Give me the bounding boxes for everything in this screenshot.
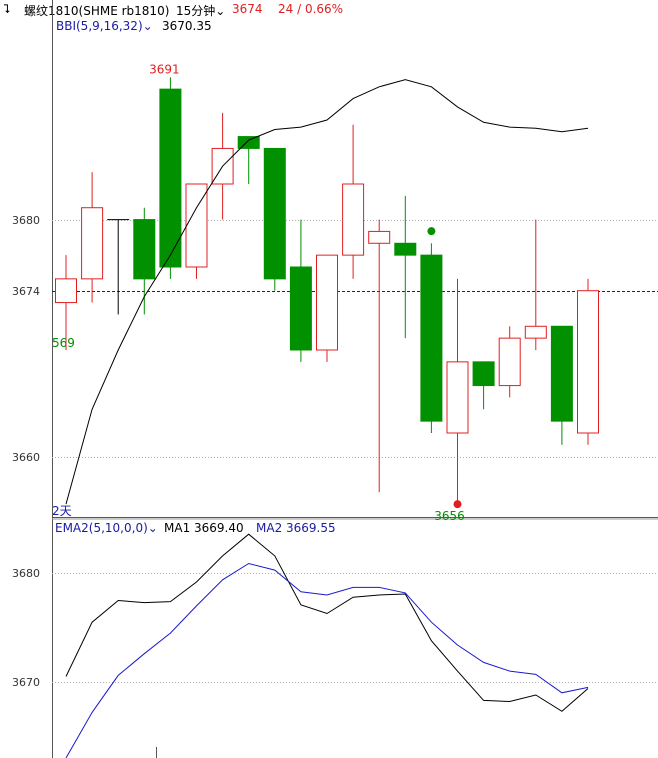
candle-body	[498, 337, 521, 387]
candle-body	[81, 207, 104, 280]
signal-dot	[427, 227, 436, 236]
candle-body	[133, 219, 156, 280]
candle	[159, 77, 182, 279]
candle-body	[524, 325, 547, 339]
period-label: 15分钟	[176, 4, 216, 18]
header-bar: ⮧ 螺纹1810(SHME rb1810) 15分钟⌄ 3674 24 / 0.…	[0, 0, 658, 18]
chart-link-icon[interactable]: ⮧	[3, 2, 11, 16]
candle	[577, 278, 599, 445]
candle	[524, 219, 547, 350]
candle-body	[342, 183, 365, 256]
candle	[342, 124, 365, 279]
chevron-down-icon: ⌄	[147, 521, 158, 535]
candle	[316, 254, 338, 362]
last-price: 3674	[232, 2, 263, 16]
low-marker-label: 3656	[434, 509, 465, 523]
bbi-series	[65, 79, 589, 505]
y-tick-label: 3680	[12, 566, 40, 580]
candle-body	[368, 230, 391, 244]
candle-body	[577, 290, 599, 434]
candle-body	[420, 254, 443, 422]
price-change: 24 / 0.66%	[278, 2, 344, 16]
y-tick-label: 3674	[12, 284, 40, 298]
extreme-markers: 3691 3656	[149, 62, 465, 523]
candle	[394, 195, 417, 339]
bbi-indicator-label: BBI(5,9,16,32)	[56, 19, 143, 33]
candle	[420, 243, 443, 433]
period-selector[interactable]: 15分钟⌄	[176, 2, 225, 19]
candle	[133, 207, 156, 315]
instrument-name[interactable]: 螺纹1810(SHME rb1810)	[24, 4, 170, 18]
candle	[446, 278, 469, 505]
candle-body	[55, 278, 77, 304]
bbi-indicator-selector[interactable]: BBI(5,9,16,32)⌄	[56, 19, 153, 33]
candle	[550, 325, 573, 445]
candle-body	[550, 325, 573, 422]
candle	[185, 183, 208, 279]
candle	[237, 136, 260, 184]
ma2-value: MA2 3669.55	[256, 521, 336, 535]
candle-body	[263, 147, 286, 280]
low-marker-dot	[453, 500, 462, 509]
candle-body	[289, 266, 312, 351]
candle	[368, 219, 391, 493]
y-tick-label: 3670	[12, 675, 40, 689]
candle	[472, 361, 495, 410]
candle-body	[394, 242, 417, 256]
ma1-series	[65, 533, 589, 712]
sub-grid	[52, 573, 658, 683]
candle	[498, 326, 521, 398]
ema-indicator-selector[interactable]: EMA2(5,10,0,0)⌄	[55, 521, 158, 535]
chevron-down-icon: ⌄	[142, 19, 153, 33]
chart-frame	[52, 0, 658, 758]
bbi-value: 3670.35	[162, 19, 212, 33]
candle-body	[159, 88, 182, 268]
candle	[107, 219, 130, 315]
candle	[289, 219, 312, 362]
candle-body	[316, 254, 338, 351]
left-low-text: 569	[52, 336, 75, 350]
bbi-line	[65, 79, 589, 505]
high-marker-label: 3691	[149, 62, 180, 76]
ma1-value: MA1 3669.40	[164, 521, 244, 535]
candle	[81, 172, 104, 303]
y-tick-label: 3680	[12, 213, 40, 227]
chevron-down-icon: ⌄	[215, 4, 226, 18]
ema-indicator-label: EMA2(5,10,0,0)	[55, 521, 148, 535]
candle-body	[237, 136, 260, 149]
candles	[55, 77, 599, 505]
y-tick-label: 3660	[12, 450, 40, 464]
left-partial-text: 2天	[52, 504, 72, 518]
candle	[263, 147, 286, 291]
candle-body	[446, 361, 469, 434]
ma-lines	[65, 533, 589, 758]
ma2-series	[65, 562, 589, 758]
candle	[55, 255, 77, 350]
candle-body	[472, 361, 495, 387]
candle-body	[185, 183, 208, 268]
